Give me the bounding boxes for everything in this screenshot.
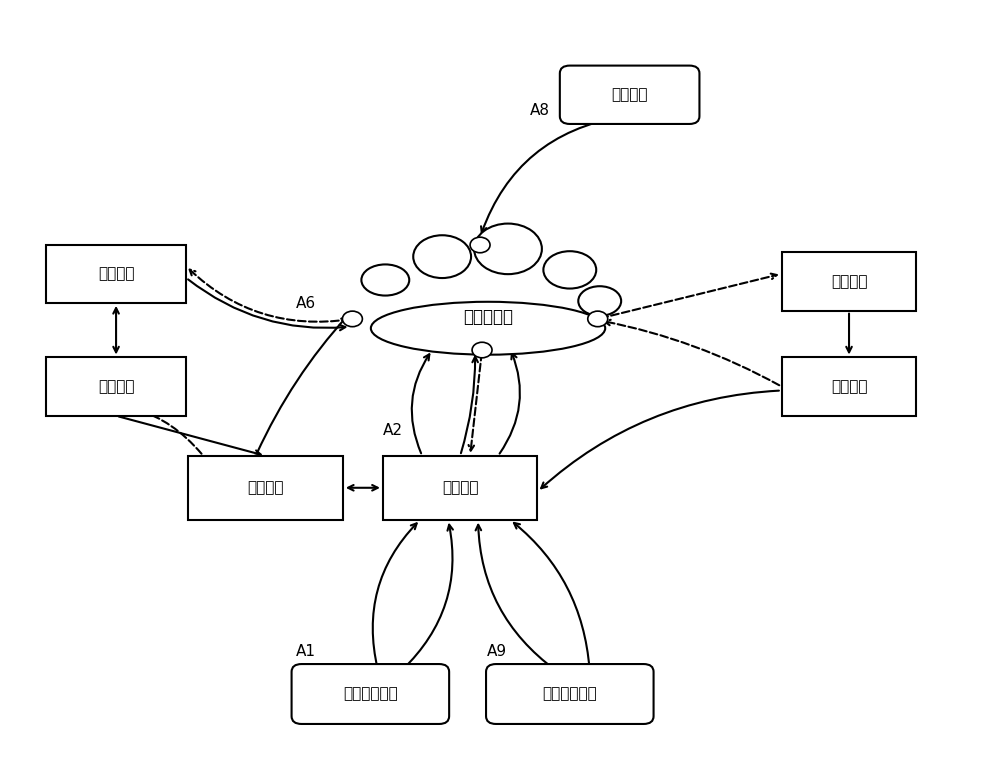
- Text: A1: A1: [296, 644, 316, 658]
- FancyBboxPatch shape: [782, 358, 916, 415]
- Circle shape: [472, 342, 492, 358]
- FancyBboxPatch shape: [292, 664, 449, 724]
- Ellipse shape: [578, 286, 621, 316]
- Text: A2: A2: [383, 423, 403, 438]
- Circle shape: [588, 311, 608, 326]
- FancyBboxPatch shape: [46, 358, 186, 415]
- FancyBboxPatch shape: [383, 456, 537, 519]
- Circle shape: [342, 311, 362, 326]
- Text: 用户中心: 用户中心: [611, 87, 648, 102]
- Ellipse shape: [581, 288, 618, 314]
- Text: 边缘结点: 边缘结点: [98, 379, 134, 394]
- FancyBboxPatch shape: [782, 252, 916, 311]
- Text: 云端服务器: 云端服务器: [463, 308, 513, 326]
- Ellipse shape: [413, 235, 471, 278]
- Text: 边缘结点: 边缘结点: [247, 480, 284, 495]
- Ellipse shape: [543, 251, 596, 288]
- Ellipse shape: [547, 254, 592, 286]
- Ellipse shape: [361, 265, 409, 295]
- Circle shape: [470, 237, 490, 253]
- Text: 交通信号设备: 交通信号设备: [542, 686, 597, 701]
- Text: A9: A9: [487, 644, 507, 658]
- Text: 边缘结点: 边缘结点: [442, 480, 478, 495]
- Ellipse shape: [380, 309, 596, 348]
- FancyBboxPatch shape: [560, 66, 699, 124]
- Text: A6: A6: [295, 296, 316, 311]
- Ellipse shape: [479, 227, 537, 270]
- Ellipse shape: [365, 267, 406, 293]
- Ellipse shape: [474, 223, 542, 274]
- Ellipse shape: [371, 301, 605, 355]
- FancyBboxPatch shape: [188, 456, 343, 519]
- Text: 边缘结点: 边缘结点: [98, 266, 134, 281]
- Text: 道路监控设备: 道路监控设备: [343, 686, 398, 701]
- FancyBboxPatch shape: [486, 664, 654, 724]
- Text: 边缘结点: 边缘结点: [831, 274, 867, 289]
- Text: 边缘结点: 边缘结点: [831, 379, 867, 394]
- Ellipse shape: [418, 238, 467, 275]
- Text: A8: A8: [530, 103, 550, 118]
- FancyBboxPatch shape: [46, 244, 186, 303]
